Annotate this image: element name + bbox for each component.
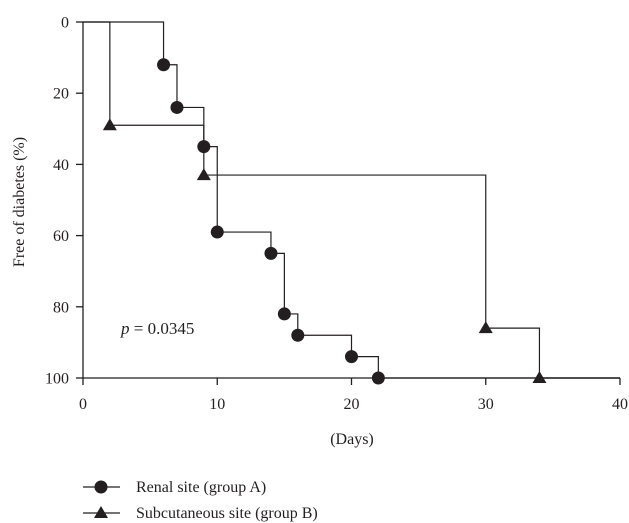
renal-point	[157, 58, 171, 72]
legend-circle-marker	[94, 480, 108, 494]
series-step-line-1	[83, 21, 620, 379]
y-tick-label: 40	[53, 157, 69, 174]
y-tick-label: 0	[61, 15, 69, 32]
y-tick-label: 80	[53, 299, 69, 316]
x-tick-label: 20	[344, 396, 360, 413]
subcutaneous-point	[102, 118, 117, 131]
renal-point	[345, 350, 358, 364]
y-tick-label: 60	[53, 228, 69, 245]
ticks: 0 10 20 30 40 0 20 40 60 80 100	[45, 15, 628, 414]
p-value-symbol: p	[120, 319, 130, 338]
legend-item-subcutaneous: Subcutaneous site (group B)	[83, 505, 318, 522]
legend-label-subcutaneous: Subcutaneous site (group B)	[136, 505, 318, 522]
renal-point	[277, 307, 291, 321]
legend-label-renal: Renal site (group A)	[136, 479, 266, 496]
y-tick-label: 100	[45, 371, 69, 388]
subcutaneous-point	[196, 168, 211, 181]
renal-point	[170, 100, 184, 114]
renal-point	[291, 328, 305, 342]
p-value-annotation: p = 0.0345	[120, 319, 194, 338]
series	[83, 21, 620, 385]
y-axis-label: Free of diabetes (%)	[11, 137, 28, 267]
legend: Renal site (group A) Subcutaneous site (…	[83, 479, 318, 522]
legend-triangle-marker	[94, 506, 108, 518]
renal-point	[264, 246, 278, 260]
x-tick-label: 30	[478, 396, 494, 413]
subcutaneous-point	[478, 321, 493, 334]
subcutaneous-point	[532, 371, 547, 383]
x-tick-label: 0	[79, 396, 87, 413]
legend-item-renal: Renal site (group A)	[83, 479, 266, 496]
x-tick-label: 10	[209, 396, 225, 413]
y-tick-label: 20	[53, 86, 69, 103]
p-value-text: = 0.0345	[130, 319, 195, 338]
renal-point	[210, 225, 224, 239]
x-tick-label: 40	[612, 396, 628, 413]
renal-point	[371, 371, 385, 385]
x-axis-label: (Days)	[330, 431, 374, 448]
